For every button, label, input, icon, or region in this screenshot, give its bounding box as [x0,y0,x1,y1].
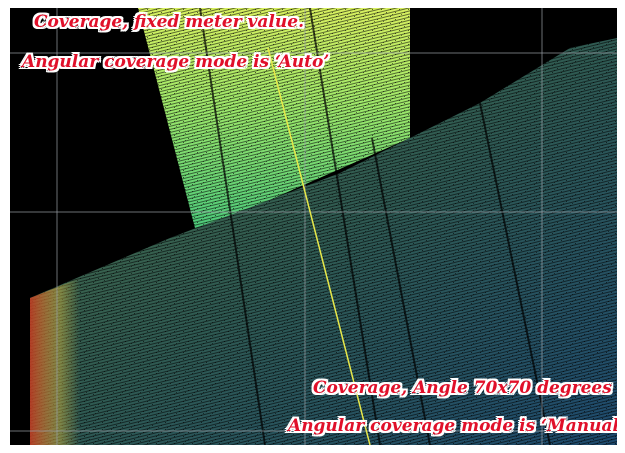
manual-coverage-caption-line-1: Coverage, Angle 70x70 degrees [313,378,612,398]
scan-reference-line [267,47,371,445]
viewer-grid [10,8,617,445]
manual-coverage-plane [30,38,617,445]
manual-coverage-caption-line-2: Angular coverage mode is ‘Manual’ [288,416,617,436]
point-cloud-viewport[interactable]: Coverage, fixed meter value. Angular cov… [10,8,617,445]
scan-seams [199,8,551,445]
auto-coverage-strip [138,8,410,228]
point-cloud-scene [10,8,617,445]
auto-coverage-caption-line-2: Angular coverage mode is ‘Auto’ [22,52,330,72]
auto-coverage-caption-line-1: Coverage, fixed meter value. [34,12,304,32]
